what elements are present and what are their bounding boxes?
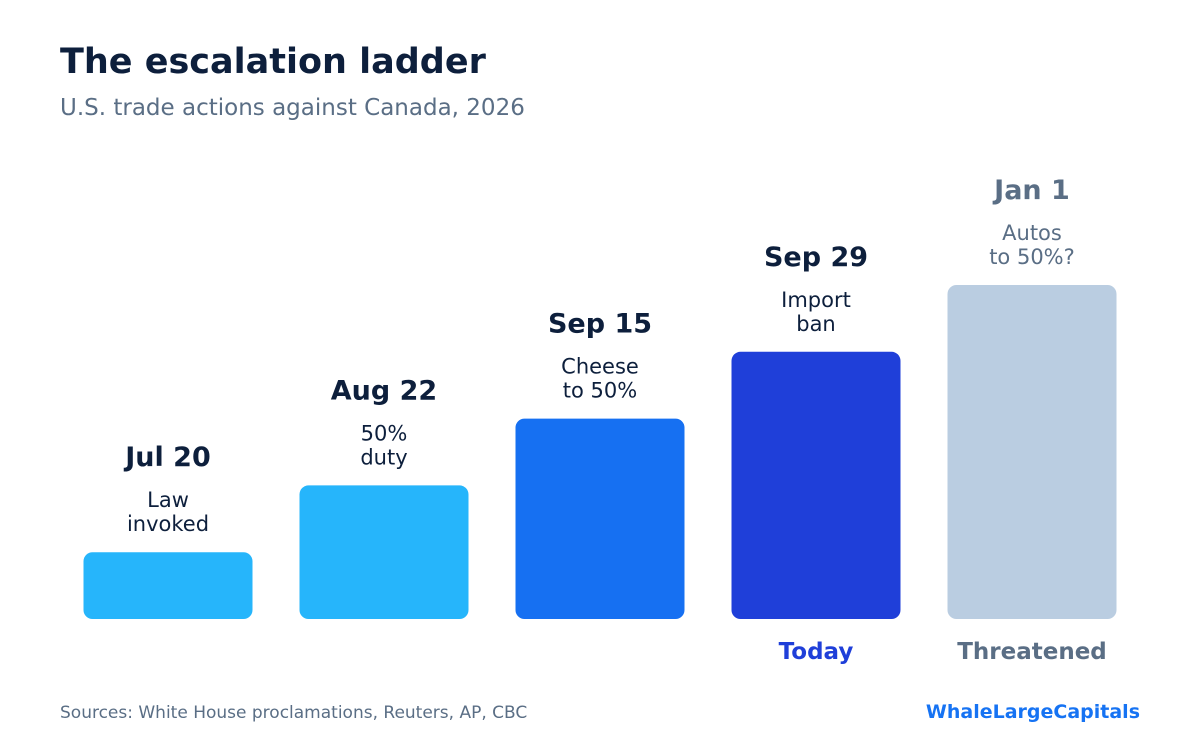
date-label: Sep 29 [764, 242, 868, 273]
date-label: Aug 22 [331, 375, 437, 406]
bar [731, 351, 901, 619]
bar [947, 285, 1117, 619]
date-label: Jul 20 [123, 442, 211, 473]
sources-note: Sources: White House proclamations, Reut… [60, 703, 528, 723]
chart-subtitle: U.S. trade actions against Canada, 2026 [60, 95, 525, 121]
brand-credit: WhaleLargeCapitals [925, 701, 1140, 723]
status-label: Threatened [957, 639, 1107, 665]
bar-annotation: to 50%? [989, 245, 1075, 269]
bar-annotation: Cheese [561, 355, 639, 379]
bar-annotation: duty [360, 445, 407, 469]
date-label: Jan 1 [992, 175, 1070, 206]
chart-title: The escalation ladder [60, 42, 486, 82]
bar-annotation: Import [781, 288, 851, 312]
bar [83, 552, 253, 619]
bar-annotation: ban [796, 312, 836, 336]
bar-annotation: Law [147, 488, 189, 512]
status-label: Today [779, 639, 854, 665]
bar [515, 418, 685, 619]
bar-annotation: invoked [127, 512, 209, 536]
bar-annotation: Autos [1002, 221, 1062, 245]
date-label: Sep 15 [548, 309, 652, 340]
bar [299, 485, 469, 619]
bar-annotation: to 50% [563, 379, 637, 403]
bar-annotation: 50% [361, 421, 408, 445]
